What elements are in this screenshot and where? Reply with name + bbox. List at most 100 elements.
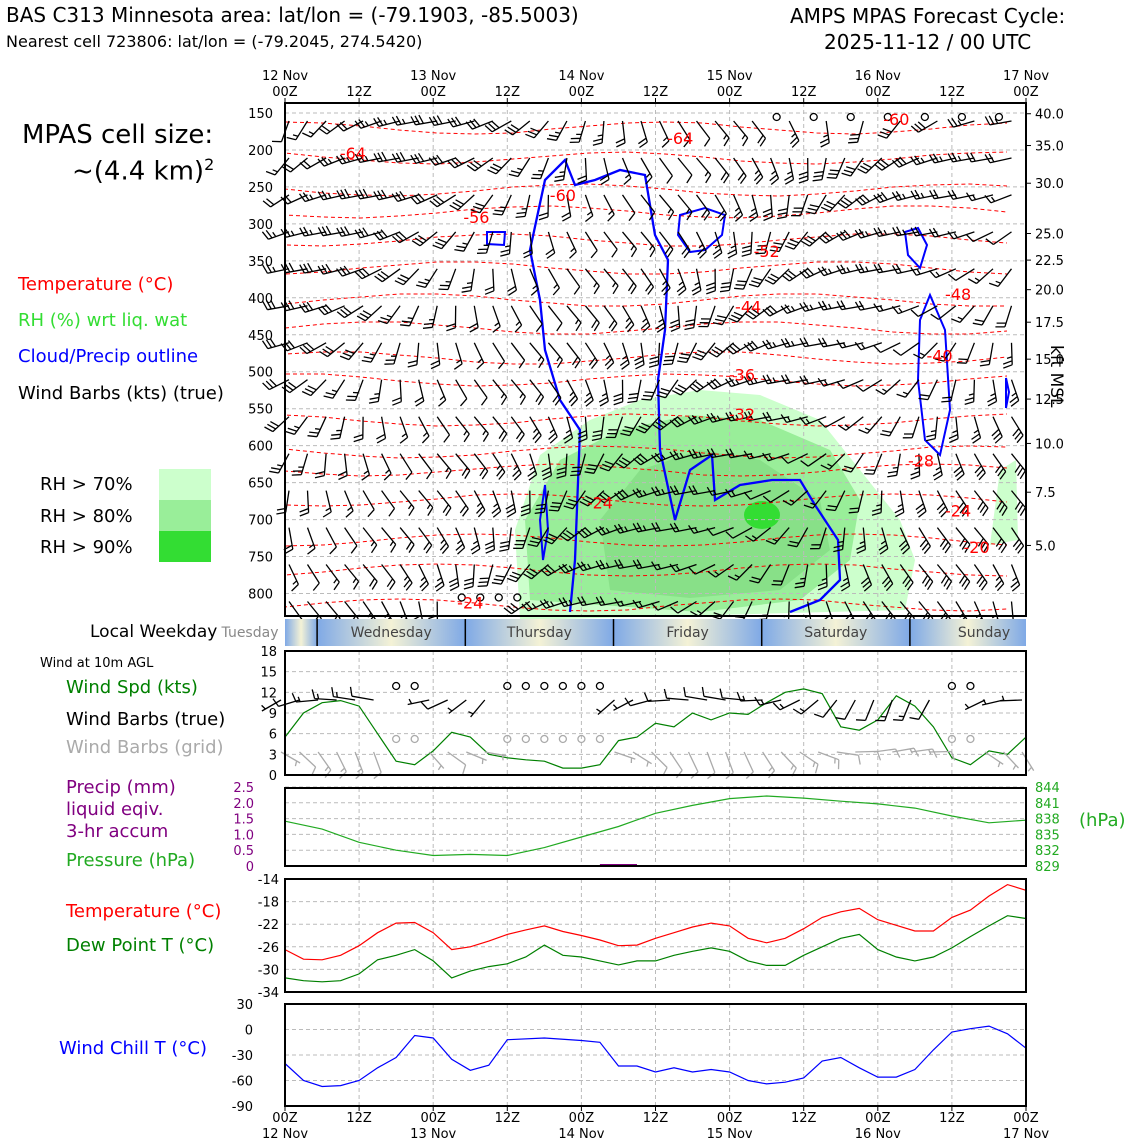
calm-marker	[809, 112, 818, 122]
weekday-band	[761, 619, 910, 646]
pressure-ytick-label: 829	[1035, 860, 1060, 875]
wind-barb	[799, 301, 827, 312]
wind-barb	[748, 194, 759, 222]
wind-barb	[570, 453, 587, 477]
wind-barb-true	[261, 699, 282, 712]
wind-barb	[603, 342, 615, 370]
wind-barb	[507, 268, 518, 296]
wind-barb	[632, 453, 660, 466]
wind-barb	[620, 416, 642, 437]
wind-barb	[473, 342, 485, 370]
wind-barb	[373, 189, 401, 201]
wind-barb	[790, 194, 809, 217]
temperature-ytick-label: -26	[258, 941, 279, 956]
legend-wind-speed: Wind Spd (kts)	[66, 677, 198, 698]
wind-barb-grid	[651, 751, 668, 777]
bottom-axis-time: 00Z	[717, 1111, 743, 1126]
wind-barb	[361, 342, 383, 363]
wind-barb	[373, 229, 401, 241]
weekday-band	[285, 619, 318, 646]
wind-barb	[354, 188, 382, 200]
wind-barb	[973, 490, 989, 517]
height-tick-label: 15.0	[1035, 353, 1064, 368]
rh70-region	[990, 460, 1018, 545]
wind-frame	[284, 650, 1027, 776]
wind-barb	[301, 379, 327, 397]
windchill-ytick-label: -90	[232, 1100, 253, 1115]
height-tick-label: 20.0	[1035, 284, 1064, 299]
wind-barb	[836, 379, 864, 389]
wind-barb	[892, 226, 920, 237]
wind-barb	[513, 527, 531, 550]
wind-barb	[956, 342, 976, 364]
wind-barb	[712, 305, 735, 326]
wind-barb	[992, 490, 1008, 516]
wind-barb	[799, 267, 827, 279]
cloud-outline	[528, 157, 842, 614]
pressure-tick-label: 450	[248, 329, 273, 344]
wind-barb	[339, 342, 364, 361]
wind-barb	[947, 117, 975, 128]
calm-marker-10m	[521, 681, 530, 691]
calm-marker	[994, 112, 1004, 122]
wind-barb-grid	[428, 751, 445, 771]
wind-barb	[325, 527, 337, 555]
calm-marker	[846, 112, 855, 122]
wind-barb	[264, 416, 290, 433]
wind-barb-grid	[836, 751, 861, 765]
temperature-label: -24	[945, 502, 971, 521]
top-axis-time: 12Z	[495, 85, 521, 100]
wind-barb	[932, 453, 943, 481]
wind-barb	[632, 522, 660, 533]
wind-barb-true	[999, 695, 1023, 702]
top-axis-time: 12Z	[643, 85, 669, 100]
isotherm-line	[284, 563, 1008, 577]
legend-dewpoint: Dew Point T (°C)	[66, 935, 215, 956]
wind-barb	[780, 374, 808, 385]
windchill-ytick-label: -30	[232, 1049, 253, 1064]
calm-marker-grid	[521, 734, 530, 744]
wind-barb	[762, 374, 790, 385]
weekday-band	[465, 619, 614, 646]
wind-barb	[676, 268, 687, 296]
wind-barb	[910, 267, 938, 276]
wind-barb	[399, 527, 415, 553]
calm-marker-grid	[595, 734, 605, 744]
bottom-axis-date: 12 Nov	[262, 1127, 308, 1140]
wind-ytick-label: 9	[269, 707, 277, 722]
wind-barb	[691, 268, 702, 296]
wind-barb	[918, 564, 934, 591]
wind-barb	[566, 342, 581, 369]
wind-barb	[899, 564, 914, 591]
calm-marker-grid	[558, 734, 568, 744]
wind-barb-true	[420, 699, 448, 710]
wind-barb	[910, 120, 938, 133]
wind-barb	[836, 339, 864, 349]
precip-ytick-label: 0	[246, 860, 254, 875]
chart-subtitle: Nearest cell 723806: lat/lon = (-79.2045…	[6, 32, 423, 51]
wind-barb	[377, 305, 401, 325]
wind-barb-true	[596, 699, 615, 715]
calm-marker-10m	[391, 681, 401, 691]
wind-barb	[529, 416, 542, 444]
wind-barb	[973, 564, 988, 591]
wind-barb	[298, 192, 327, 203]
wind-barb	[840, 564, 851, 592]
precip-ytick-label: 2.0	[233, 797, 254, 812]
calm-marker-grid	[577, 734, 586, 744]
wind-barb	[449, 194, 475, 211]
height-tick-label: 10.0	[1035, 437, 1064, 452]
wind-barb	[381, 490, 396, 517]
wind-barb	[875, 379, 901, 395]
wind-barb	[399, 416, 409, 444]
wind-barb	[820, 453, 846, 470]
calm-marker	[494, 593, 503, 602]
wind-barb	[769, 231, 790, 253]
wind-barb	[925, 416, 939, 442]
top-axis-time: 12Z	[346, 85, 372, 100]
isotherm-line	[284, 121, 1008, 135]
wind-barb	[894, 490, 905, 518]
wind-barb-true	[835, 699, 856, 720]
wind-barb	[652, 416, 679, 431]
wind-barb	[848, 490, 864, 514]
